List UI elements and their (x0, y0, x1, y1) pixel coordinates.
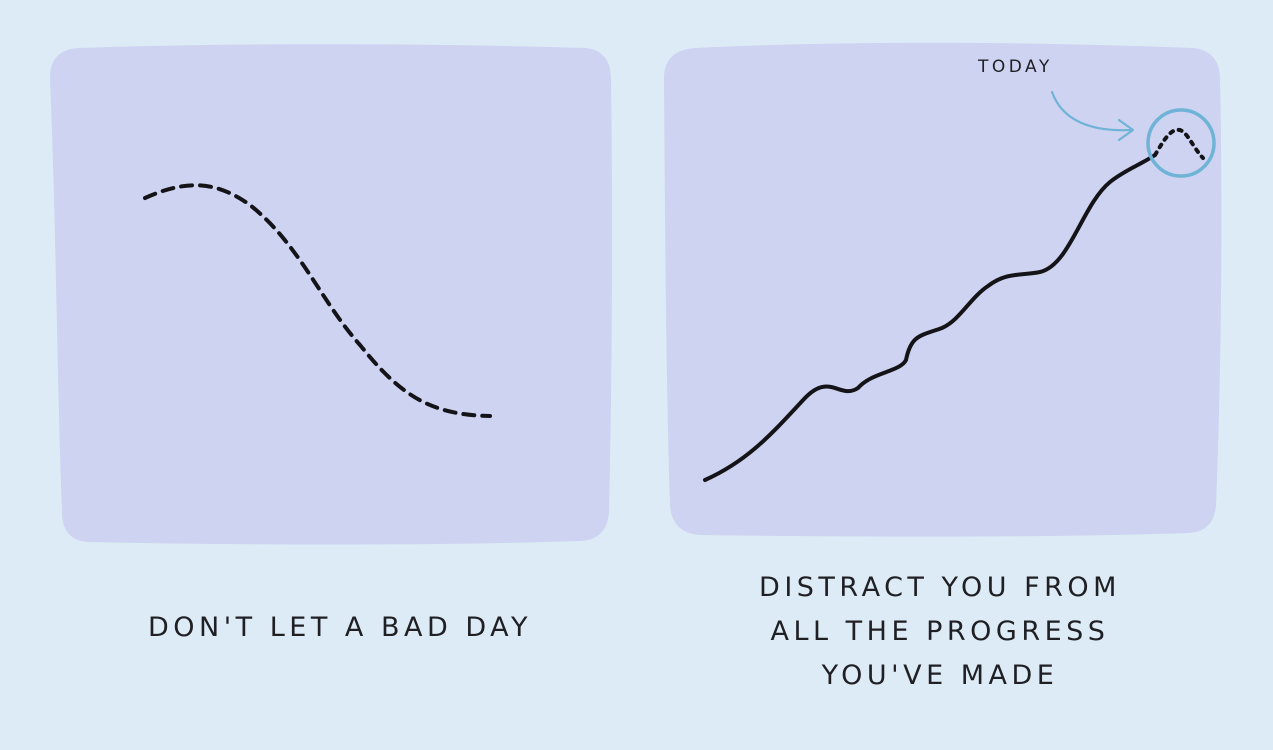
left-panel-frame (50, 44, 613, 545)
today-arrow-icon (1050, 90, 1135, 142)
today-dip-dotted (1153, 127, 1205, 160)
today-highlight-circle (1146, 108, 1216, 178)
right-caption: DISTRACT YOU FROM ALL THE PROGRESS YOU'V… (650, 566, 1230, 698)
right-panel: TODAY (664, 42, 1222, 537)
left-caption: DON'T LET A BAD DAY (60, 606, 620, 650)
right-caption-line-1: DISTRACT YOU FROM (759, 572, 1121, 603)
today-label: TODAY (977, 57, 1053, 77)
left-caption-line: DON'T LET A BAD DAY (147, 612, 533, 643)
right-caption-line-2: ALL THE PROGRESS (770, 616, 1110, 647)
bad-day-dashed-curve (143, 183, 492, 418)
right-panel-frame (664, 42, 1222, 537)
progress-curve (703, 153, 1157, 482)
right-caption-line-3: YOU'VE MADE (821, 660, 1059, 691)
left-panel (50, 44, 613, 545)
